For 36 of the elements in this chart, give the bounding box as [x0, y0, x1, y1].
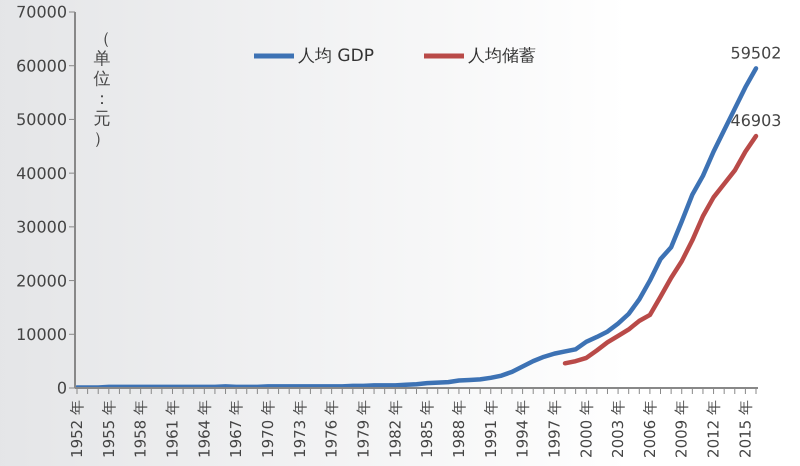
y-tick-label: 30000	[16, 218, 67, 237]
x-tick-label: 2000 年	[577, 400, 596, 458]
x-tick-label: 2003 年	[609, 400, 628, 458]
x-tick-label: 1997 年	[545, 400, 564, 458]
x-tick-label: 2012 年	[704, 400, 723, 458]
x-tick-label: 1970 年	[258, 400, 277, 458]
y-tick-label: 20000	[16, 271, 67, 290]
x-tick-label: 2006 年	[640, 400, 659, 458]
y-tick-label: 40000	[16, 164, 67, 183]
x-tick-label: 1964 年	[195, 400, 214, 458]
data-label: 46903	[730, 111, 782, 130]
x-tick-label: 1955 年	[100, 400, 118, 458]
x-tick-label: 1994 年	[514, 400, 532, 458]
y-axis-title: （单位：元）	[94, 29, 110, 149]
y-tick-label: 70000	[16, 2, 67, 22]
y-tick-label: 0	[56, 378, 67, 398]
x-tick-label: 1958 年	[132, 400, 150, 458]
x-tick-label: 1991 年	[482, 400, 500, 458]
x-tick-label: 1967 年	[227, 400, 246, 458]
x-tick-label: 1961 年	[163, 400, 182, 458]
x-tick-label: 1979 年	[354, 400, 372, 458]
x-tick-label: 1976 年	[322, 400, 341, 458]
y-tick-label: 50000	[16, 110, 67, 130]
line-series	[562, 134, 758, 366]
x-tick-label: 2015 年	[736, 400, 754, 458]
x-tick-label: 1985 年	[418, 400, 436, 458]
x-tick-label: 1988 年	[450, 400, 468, 458]
x-tick-label: 1982 年	[386, 400, 404, 458]
y-tick-label: 10000	[16, 324, 67, 344]
y-tick-label: 60000	[16, 56, 67, 76]
x-tick-label: 1952 年	[68, 400, 86, 458]
data-label: 59502	[730, 43, 782, 62]
legend-label: 人均 GDP	[298, 46, 374, 66]
x-tick-label: 2009 年	[672, 400, 691, 458]
legend-label: 人均储蓄	[468, 46, 536, 66]
x-tick-label: 1973 年	[290, 400, 309, 458]
